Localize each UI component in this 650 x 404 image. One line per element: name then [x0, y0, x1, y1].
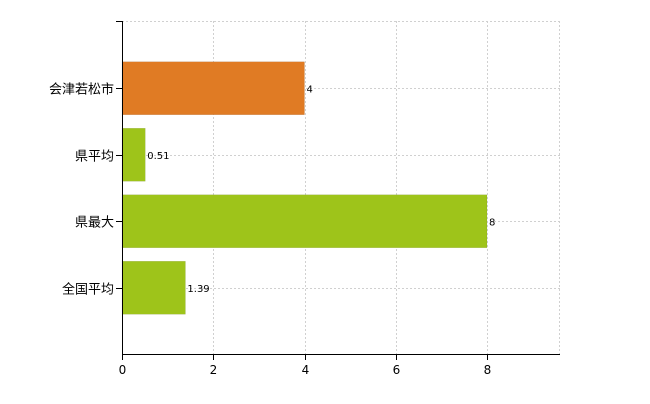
bar-layer	[121, 61, 488, 315]
data-label-2: 0.51	[147, 151, 169, 162]
x-tick-label-6: 6	[393, 363, 401, 377]
y-tick-label-4: 全国平均	[62, 282, 114, 298]
x-tick-label-2: 2	[210, 363, 218, 377]
y-tick-label-1: 会津若松市	[49, 82, 114, 98]
bar-3	[121, 194, 488, 248]
data-label-3: 8	[489, 217, 495, 228]
x-tick-label-8: 8	[484, 363, 492, 377]
bar-4	[121, 261, 186, 315]
bar-2	[121, 128, 146, 182]
x-tick-label-0: 0	[119, 363, 127, 377]
axis-layer	[116, 21, 560, 360]
data-label-4: 1.39	[187, 284, 209, 295]
y-tick-label-3: 県最大	[75, 216, 114, 231]
bar-1	[121, 61, 305, 115]
y-tick-label-2: 県平均	[75, 150, 114, 165]
x-tick-label-4: 4	[302, 363, 310, 377]
data-label-1: 4	[307, 84, 313, 95]
